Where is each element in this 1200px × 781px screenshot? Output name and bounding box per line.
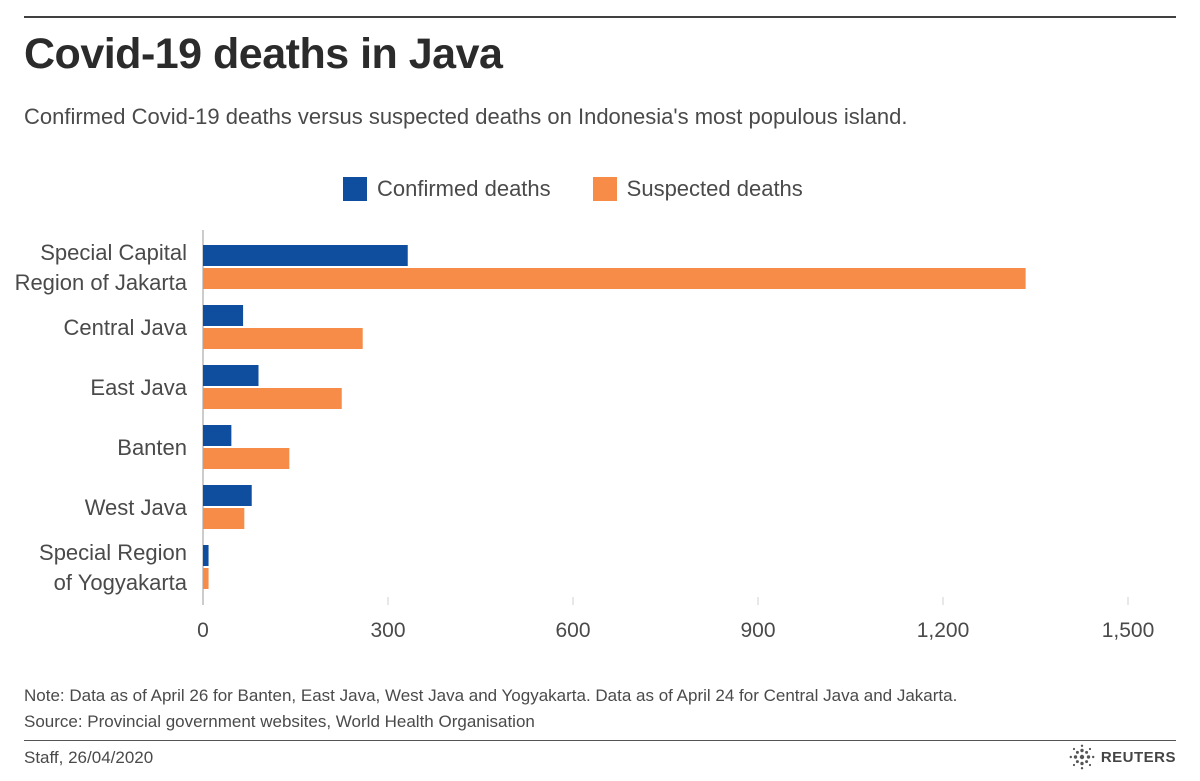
- category-label: Special Region of Yogyakarta: [39, 540, 188, 595]
- category-label: East Java: [90, 375, 187, 400]
- x-tick-label: 600: [555, 619, 590, 642]
- bar-confirmed: [203, 245, 408, 266]
- bar-suspected: [203, 448, 290, 469]
- bar-suspected: [203, 388, 342, 409]
- legend-swatch-confirmed: [343, 177, 367, 201]
- x-tick-label: 300: [370, 619, 405, 642]
- category-label: Banten: [117, 435, 187, 460]
- legend-label-suspected: Suspected deaths: [626, 176, 803, 201]
- bar-confirmed: [203, 305, 244, 326]
- bar-suspected: [203, 328, 363, 349]
- category-label: Central Java: [63, 315, 187, 340]
- bar-suspected: [203, 508, 245, 529]
- legend-label-confirmed: Confirmed deaths: [377, 176, 551, 201]
- bar-chart: 0 300 600 900 1,200 1,500 Special Capital Regio…: [15, 230, 1155, 642]
- top-rule: [24, 16, 1176, 18]
- legend-item-suspected: Suspected deaths: [592, 176, 803, 202]
- credit-line: Staff, 26/04/2020: [24, 748, 154, 767]
- chart-note: Note: Data as of April 26 for Banten, Ea…: [24, 686, 958, 705]
- bar-suspected: [203, 268, 1026, 289]
- x-tick-label: 1,500: [1102, 619, 1155, 642]
- category-label: Special Capital Region of Jakarta: [15, 240, 188, 295]
- legend-swatch-suspected: [592, 177, 617, 201]
- x-tick-label: 1,200: [917, 619, 970, 642]
- x-tick-label: 0: [197, 619, 209, 642]
- chart-title: Covid-19 deaths in Java: [24, 30, 503, 78]
- bar-confirmed: [203, 365, 259, 386]
- reuters-logo: REUTERS: [1069, 744, 1176, 770]
- reuters-logo-icon: [1069, 744, 1095, 770]
- x-tick-label: 900: [740, 619, 775, 642]
- legend: Confirmed deaths Suspected deaths: [343, 174, 845, 204]
- bar-confirmed: [203, 485, 252, 506]
- bar-confirmed: [203, 545, 209, 566]
- category-label: West Java: [85, 495, 188, 520]
- legend-item-confirmed: Confirmed deaths: [343, 176, 551, 202]
- chart-subtitle: Confirmed Covid-19 deaths versus suspect…: [24, 104, 908, 129]
- bottom-rule: [24, 740, 1176, 741]
- bar-suspected: [203, 568, 209, 589]
- bar-confirmed: [203, 425, 232, 446]
- reuters-logo-text: REUTERS: [1100, 748, 1176, 766]
- chart-source: Source: Provincial government websites, …: [24, 712, 535, 731]
